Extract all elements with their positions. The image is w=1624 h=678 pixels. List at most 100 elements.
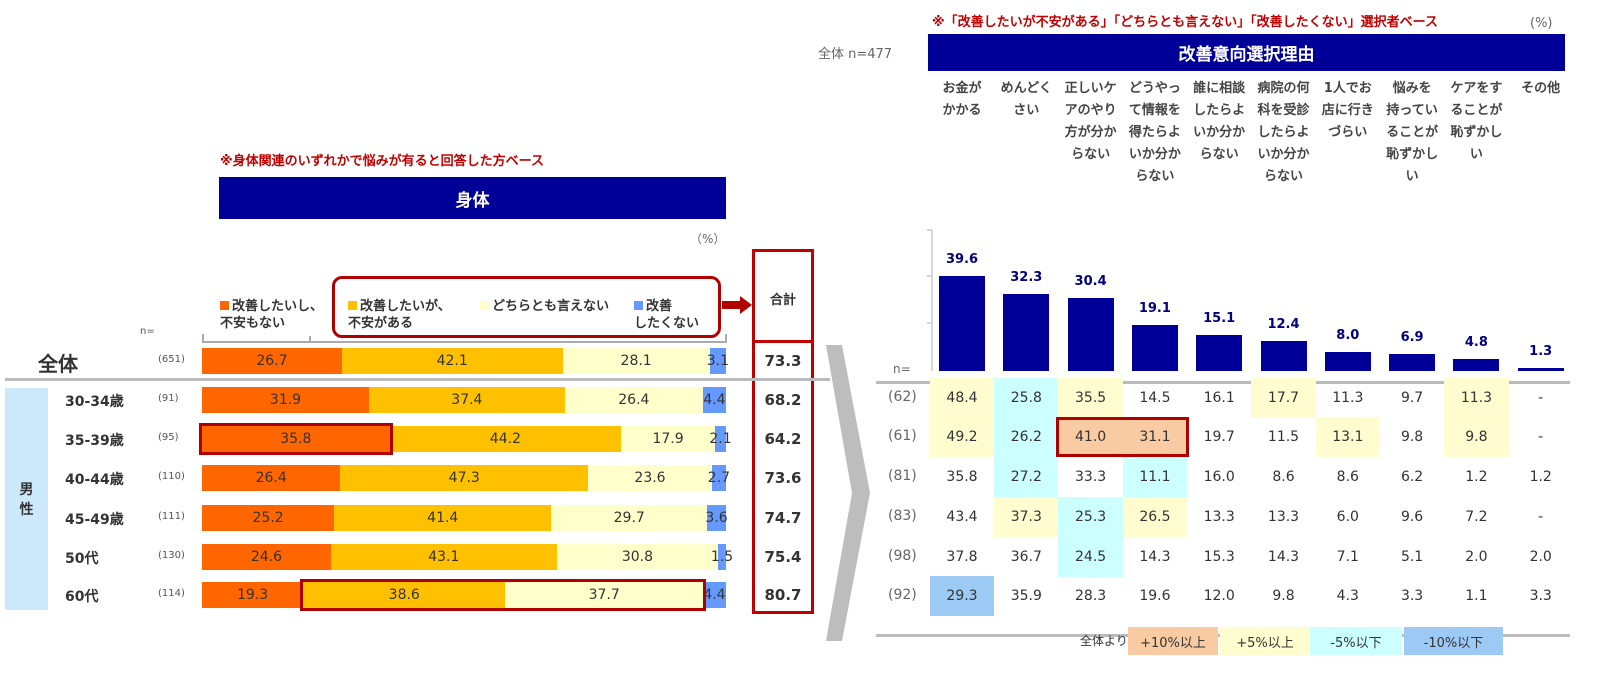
- reason-bar: [1260, 341, 1307, 371]
- group-label-male: 男 性: [5, 388, 48, 610]
- table-cell: 25.8: [994, 378, 1059, 418]
- bar-segment: 47.3: [340, 465, 589, 491]
- legend-item-no-improve: 改善 したくない: [634, 298, 699, 332]
- row-label: 35-39歳: [65, 433, 124, 449]
- total-value: 73.6: [764, 469, 802, 487]
- segment-value: 47.3: [448, 470, 480, 486]
- table-cell: 15.3: [1203, 549, 1235, 565]
- total-value: 64.2: [764, 430, 802, 448]
- table-cell: 33.3: [1075, 469, 1107, 485]
- table-cell: 11.1: [1122, 457, 1188, 497]
- table-cell: -: [1538, 509, 1544, 525]
- reason-bar: [1389, 354, 1436, 371]
- total-header-divider: [752, 340, 814, 343]
- table-cell: 8.6: [1336, 469, 1359, 485]
- n-label: n=: [140, 326, 155, 337]
- table-cell: 13.3: [1203, 509, 1235, 525]
- segment-value: 31.9: [269, 392, 302, 408]
- row-n: (111): [158, 511, 185, 522]
- right-chart-title: 改善意向選択理由: [928, 34, 1565, 71]
- bar-segment: 31.9: [202, 387, 369, 413]
- legend-bracket: [202, 334, 727, 343]
- bar-segment: 37.4: [368, 387, 565, 413]
- left-chart-title: 身体: [219, 177, 726, 219]
- category-label: その他: [1521, 81, 1561, 96]
- category-label: 誰に相談 したらよ いか分か らない: [1193, 81, 1246, 162]
- table-cell: 3.3: [1529, 588, 1552, 604]
- total-value: 75.4: [764, 548, 802, 566]
- reason-bar: [1003, 293, 1050, 371]
- bar-segment: 1.5: [711, 544, 733, 570]
- table-cell: 16.0: [1203, 469, 1235, 485]
- table-cell: 11.3: [1332, 390, 1364, 406]
- bar-segment: 42.1: [341, 348, 563, 374]
- segment-value: 24.6: [250, 549, 283, 565]
- legend-label: どちらとも言えない: [492, 299, 610, 314]
- table-cell: 37.3: [994, 497, 1059, 537]
- table-cell: 1.2: [1465, 469, 1488, 485]
- row-n: (91): [158, 393, 179, 404]
- table-cell: 35.5: [1058, 378, 1123, 418]
- legend-swatch: [348, 301, 357, 310]
- left-unit-label: （%）: [690, 232, 726, 246]
- row-n: (95): [158, 432, 179, 443]
- table-cell: 7.2: [1465, 509, 1488, 525]
- segment-value: 25.2: [252, 510, 284, 526]
- bar-segment: 4.4: [702, 387, 726, 413]
- bar-value-label: 32.3: [1010, 269, 1043, 285]
- bar-segment: 23.6: [588, 465, 712, 491]
- table-cell: 11.3: [1444, 378, 1509, 418]
- table-cell: 43.4: [946, 509, 978, 525]
- bar-value-label: 30.4: [1074, 274, 1107, 290]
- legend-swatch-p10: +10%以上: [1128, 627, 1218, 655]
- bar-segment: 3.1: [707, 348, 729, 374]
- legend-swatch-p5: +5%以上: [1220, 627, 1310, 655]
- bar-segment: 38.6: [303, 582, 506, 608]
- table-row-n: (98): [888, 548, 917, 564]
- segment-value: 41.4: [427, 510, 459, 526]
- reason-bar: [1453, 359, 1500, 371]
- bar-segment: 26.7: [202, 348, 342, 374]
- bar-value-label: 12.4: [1267, 317, 1300, 333]
- segment-value: 26.4: [255, 470, 287, 486]
- total-value: 68.2: [764, 391, 802, 409]
- category-label: お金が かかる: [942, 81, 982, 118]
- reason-bar: [1324, 351, 1371, 371]
- table-cell: 12.0: [1203, 588, 1235, 604]
- right-n-label: n=: [893, 362, 911, 376]
- segment-value: 4.4: [703, 392, 726, 408]
- segment-value: 4.4: [703, 587, 726, 603]
- table-cell: 5.1: [1400, 549, 1424, 565]
- row-label: 60代: [65, 589, 99, 605]
- table-top-line: [876, 381, 1570, 384]
- segment-value: 26.7: [256, 353, 288, 369]
- legend-swatch-m5: -5%以下: [1310, 627, 1402, 655]
- bar-value-label: 19.1: [1138, 301, 1171, 317]
- table-cell: 9.6: [1400, 509, 1424, 525]
- segment-value: 42.1: [436, 353, 468, 369]
- bar-segment: 2.1: [709, 426, 732, 452]
- table-row-n: (83): [888, 508, 917, 524]
- row-n: (114): [158, 588, 185, 599]
- table-cell: 6.0: [1336, 509, 1359, 525]
- segment-value: 2.1: [709, 431, 732, 447]
- bar-segment: 3.6: [705, 505, 728, 531]
- row-label-overall: 全体: [38, 352, 78, 376]
- row-n: (110): [158, 471, 185, 482]
- table-row-n: (62): [888, 389, 917, 405]
- category-label: どうやっ て情報を 得たらよ いか分か らない: [1128, 81, 1181, 184]
- legend-swatch: [480, 301, 489, 310]
- segment-value: 19.3: [236, 587, 269, 603]
- table-cell: 36.7: [1010, 549, 1042, 565]
- segment-value: 35.8: [280, 431, 312, 447]
- row-n: (651): [158, 354, 185, 365]
- category-label: 正しいケ アのやり 方が分か らない: [1064, 81, 1117, 162]
- table-cell: 49.2: [929, 417, 995, 457]
- bar-segment: 17.9: [621, 426, 715, 452]
- table-cell: 19.6: [1139, 588, 1171, 604]
- table-cell: 19.7: [1203, 429, 1235, 445]
- table-cell: 9.7: [1400, 390, 1424, 406]
- table-cell: 11.5: [1267, 429, 1300, 445]
- bar-value-label: 1.3: [1529, 343, 1553, 359]
- table-cell: 35.9: [1010, 588, 1042, 604]
